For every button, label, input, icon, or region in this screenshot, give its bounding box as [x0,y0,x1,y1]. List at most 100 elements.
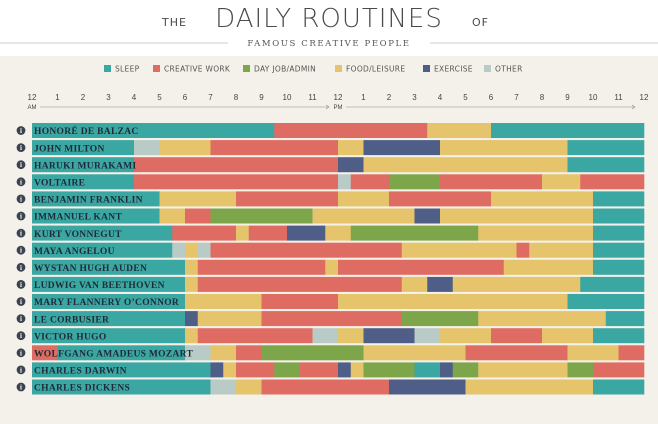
segment-sleep [32,259,186,275]
segment-sleep [593,225,645,241]
info-icon-circle[interactable] [16,262,26,272]
segment-other [185,345,211,361]
info-icon[interactable]: i [16,160,26,170]
person-name: CHARLES DARWIN [34,367,127,377]
info-icon-circle[interactable] [16,177,26,187]
person-row: i KURT VONNEGUT [16,225,645,241]
info-icon-circle[interactable] [16,382,26,392]
tick-label: 10 [589,93,598,102]
segment-creative [261,294,339,309]
segment-creative [210,140,339,156]
info-icon-circle[interactable] [16,194,26,204]
segment-exercise [210,362,224,378]
info-icon[interactable]: i [16,228,26,238]
person-name: IMMANUEL KANT [34,213,122,223]
info-icon-glyph: i [20,281,22,289]
info-icon[interactable]: i [16,365,26,375]
tick-label: 3 [106,93,111,102]
info-icon-circle[interactable] [16,160,26,170]
segment-creative [261,311,403,327]
tick-label: 8 [234,93,239,102]
segment-food [401,242,517,258]
segment-creative [261,379,390,395]
title-suffix: OF [472,16,489,29]
tick-label: 9 [565,93,570,102]
segment-dayjob [350,225,479,241]
person-name: WYSTAN HUGH AUDEN [34,264,147,274]
segment-food [312,208,415,224]
segment-sleep [605,311,645,327]
segment-creative [274,123,428,138]
info-icon[interactable]: i [16,314,26,323]
segment-sleep [32,157,135,173]
segment-food [185,276,199,292]
info-icon[interactable]: i [16,280,26,289]
segment-sleep [593,379,645,395]
info-icon[interactable]: i [16,126,26,135]
segment-food [478,225,594,241]
segment-creative [197,328,313,344]
info-icon[interactable]: i [16,348,26,358]
info-icon[interactable]: i [16,143,26,153]
segment-exercise [363,328,415,344]
info-icon-circle[interactable] [16,280,26,289]
segment-food [223,362,237,378]
segment-food [236,379,262,395]
person-row: i WYSTAN HUGH AUDEN [16,259,645,275]
info-icon[interactable]: i [16,331,26,341]
info-icon-glyph: i [20,247,22,255]
info-icon[interactable]: i [16,245,26,255]
segment-dayjob [452,362,479,378]
info-icon-circle[interactable] [16,314,26,323]
segment-food [197,311,262,327]
routine-rows: i HONORÉ DE BALZAC i JOHN MILTON i HARUKI MUR… [16,123,645,395]
segment-sleep [567,157,645,173]
segment-creative [350,174,390,190]
segment-creative [491,328,543,344]
page-subtitle: FAMOUS CREATIVE PEOPLE [247,39,410,49]
info-icon[interactable]: i [16,262,26,272]
info-icon-circle[interactable] [16,245,26,255]
info-icon-circle[interactable] [16,348,26,358]
info-icon-circle[interactable] [16,143,26,153]
segment-food [567,345,619,361]
page-title: DAILY ROUTINES [215,4,443,34]
legend-swatch-food [335,65,342,72]
info-icon-circle[interactable] [16,228,26,238]
segment-exercise [338,157,364,173]
info-icon[interactable]: i [16,177,26,187]
segment-creative [134,174,339,190]
info-icon-glyph: i [20,264,22,272]
person-row: i VOLTAIRE [16,174,645,190]
info-icon-circle[interactable] [16,331,26,341]
info-icon[interactable]: i [16,194,26,204]
segment-creative [440,174,543,190]
person-name: MAYA ANGELOU [34,247,115,257]
info-icon-circle[interactable] [16,365,26,375]
info-icon[interactable]: i [16,211,26,221]
info-icon-circle[interactable] [16,126,26,135]
segment-food [542,328,594,344]
segment-sleep [580,276,645,292]
segment-other [414,328,441,344]
person-name: JOHN MILTON [34,144,105,154]
tick-label: 7 [208,93,213,102]
segment-sleep [32,208,160,224]
person-row: i MAYA ANGELOU [16,242,645,258]
info-icon[interactable]: i [16,297,26,306]
segment-food [185,294,262,309]
segment-sleep [593,191,645,207]
info-icon-glyph: i [20,384,22,392]
segment-sleep [32,311,186,327]
legend-swatch-creative [153,65,160,72]
info-icon[interactable]: i [16,382,26,392]
info-icon-circle[interactable] [16,211,26,221]
person-name: VOLTAIRE [34,179,85,189]
segment-creative [465,345,568,361]
info-icon-circle[interactable] [16,297,26,306]
person-name: BENJAMIN FRANKLIN [34,196,143,206]
segment-sleep [32,379,211,395]
segment-other [172,242,186,258]
